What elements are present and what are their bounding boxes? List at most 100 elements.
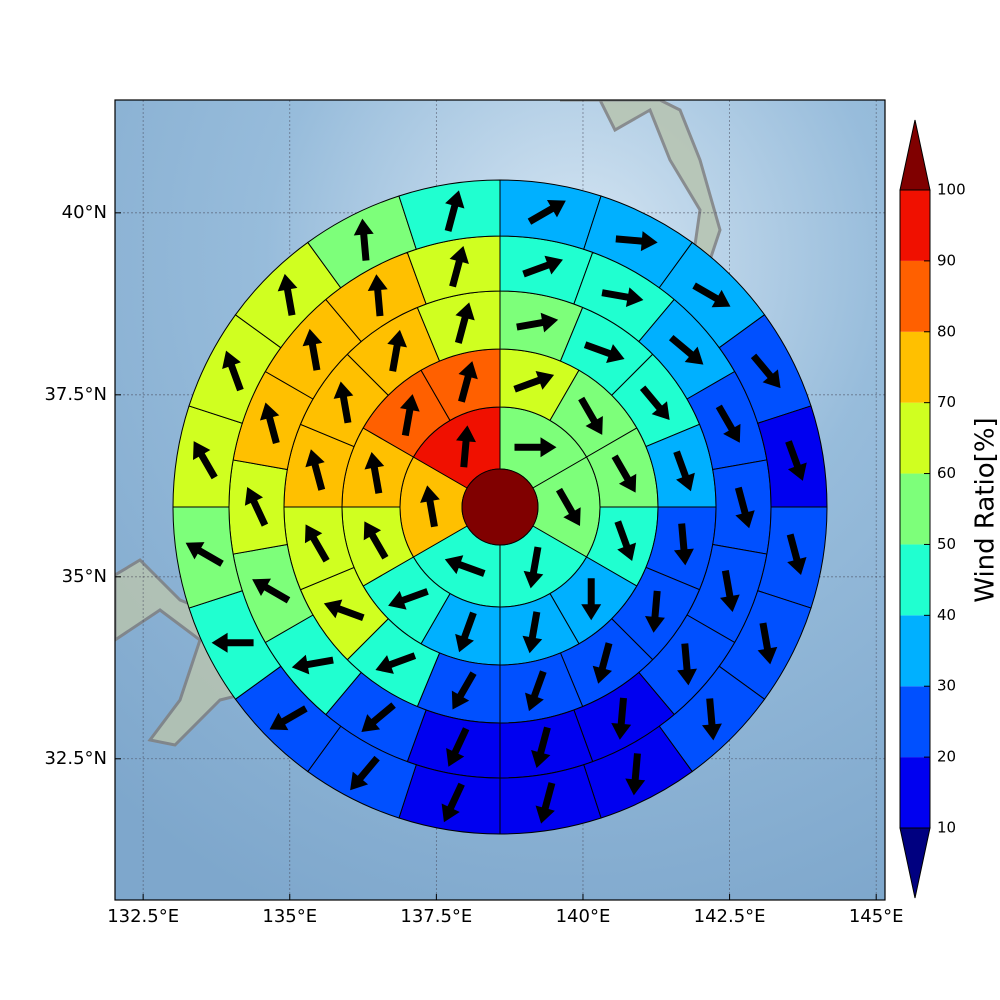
wind-arrow	[668, 334, 704, 365]
colorbar-tick-label: 50	[937, 535, 956, 553]
wind-arrow	[720, 569, 740, 612]
wind-arrow	[625, 753, 646, 796]
colorbar-tick-label: 20	[937, 748, 956, 766]
colorbar-bin	[900, 544, 930, 616]
wind-arrow	[535, 782, 556, 824]
x-tick-label: 142.5°E	[694, 906, 766, 927]
wind-arrow	[323, 599, 365, 622]
wind-arrow	[639, 385, 670, 420]
wind-arrow	[387, 329, 407, 372]
wind-arrow	[555, 487, 581, 527]
wind-arrow	[364, 451, 385, 494]
colorbar-bin	[900, 757, 930, 828]
x-tick-label: 135°E	[262, 906, 317, 927]
y-tick-label: 37.5°N	[44, 384, 107, 405]
plot-frame	[114, 99, 886, 901]
y-tick-label: 32.5°N	[44, 748, 107, 769]
colorbar-bin	[900, 402, 930, 474]
colorbar-tick-label: 80	[937, 322, 956, 340]
wind-arrow	[611, 697, 632, 740]
wind-arrow	[333, 381, 354, 424]
wind-arrow	[522, 611, 543, 654]
wind-arrow	[677, 643, 698, 686]
wind-arrow	[523, 546, 544, 589]
wind-arrow	[701, 698, 722, 741]
wind-arrow	[715, 404, 741, 443]
wind-arrow	[444, 555, 486, 577]
wind-arrow	[302, 328, 323, 371]
wind-arrow	[367, 274, 388, 317]
colorbar-over	[899, 119, 931, 191]
center-disc	[461, 468, 539, 546]
wind-arrow	[513, 370, 555, 393]
wind-arrow	[673, 450, 695, 492]
wind-arrow	[353, 218, 374, 261]
wind-arrow	[601, 287, 644, 308]
wind-arrow	[614, 520, 637, 562]
axes: 132.5°E 135°E 137.5°E 140°E 142.5°E 145°E 32.5…	[44, 202, 903, 927]
wind-arrow	[211, 632, 254, 653]
wind-arrow	[750, 353, 781, 389]
colorbar-tick-label: 40	[937, 606, 956, 624]
wind-arrow	[277, 273, 298, 316]
wind-arrow	[291, 654, 334, 675]
wind-arrow	[388, 588, 429, 610]
wind-arrow	[441, 782, 465, 823]
colorbar-bin	[900, 331, 930, 403]
colorbar-bin	[900, 473, 930, 545]
colorbar-tick-label: 70	[937, 393, 956, 411]
wind-arrow	[592, 642, 613, 684]
colorbar-bin	[900, 686, 930, 758]
wind-arrow	[222, 350, 244, 392]
wind-arrow	[673, 523, 694, 566]
wind-arrow	[244, 487, 269, 527]
wind-arrow	[375, 652, 417, 674]
wind-arrow	[304, 524, 330, 563]
colorbar-frame	[899, 189, 931, 829]
wind-arrow	[514, 437, 557, 458]
colorbar-tick-label: 60	[937, 464, 956, 482]
wind-arrow	[446, 727, 470, 767]
wind-arrow	[581, 578, 602, 621]
x-tick-label: 132.5°E	[107, 906, 179, 927]
colorbar-tick-label: 100	[937, 181, 966, 199]
wind-arrow	[449, 245, 469, 288]
y-tick-label: 40°N	[62, 202, 107, 223]
wind-arrow	[455, 611, 477, 653]
colorbar-tick-label: 90	[937, 251, 956, 269]
wind-arrow	[252, 578, 291, 604]
x-tick-label: 145°E	[849, 906, 904, 927]
wind-arrow	[516, 312, 559, 333]
wind-arrow	[785, 440, 807, 481]
y-tick-label: 35°N	[62, 566, 107, 587]
wind-arrow	[185, 542, 224, 567]
wind-arrow	[420, 485, 440, 528]
wind-arrow	[363, 521, 389, 560]
wind-arrow	[583, 341, 625, 363]
colorbar-label: Wind Ratio[%]	[971, 417, 1000, 602]
wind-arrow	[527, 200, 566, 225]
colorbar-bin	[900, 190, 930, 261]
wind-arrow	[525, 670, 547, 712]
wind-arrow	[350, 755, 380, 791]
wind-arrow	[259, 402, 280, 444]
wind-arrow	[444, 190, 465, 232]
sectors	[172, 179, 828, 835]
wind-arrow	[786, 533, 807, 576]
x-tick-label: 140°E	[556, 906, 611, 927]
wind-arrow	[269, 705, 308, 731]
wind-arrow	[522, 255, 563, 278]
wind-arrow	[193, 441, 218, 480]
colorbar-under	[899, 827, 931, 899]
colorbar-bin	[900, 260, 930, 332]
wind-arrow	[611, 454, 637, 493]
wind-arrow	[692, 282, 731, 308]
colorbar-tick-label: 30	[937, 677, 956, 695]
colorbar: 10 20 30 40 50 60 70 80 90 100	[899, 119, 966, 899]
wind-arrow	[644, 590, 665, 633]
wind-arrow	[456, 425, 476, 468]
wind-arrow	[454, 302, 475, 344]
wind-arrow	[615, 231, 658, 252]
